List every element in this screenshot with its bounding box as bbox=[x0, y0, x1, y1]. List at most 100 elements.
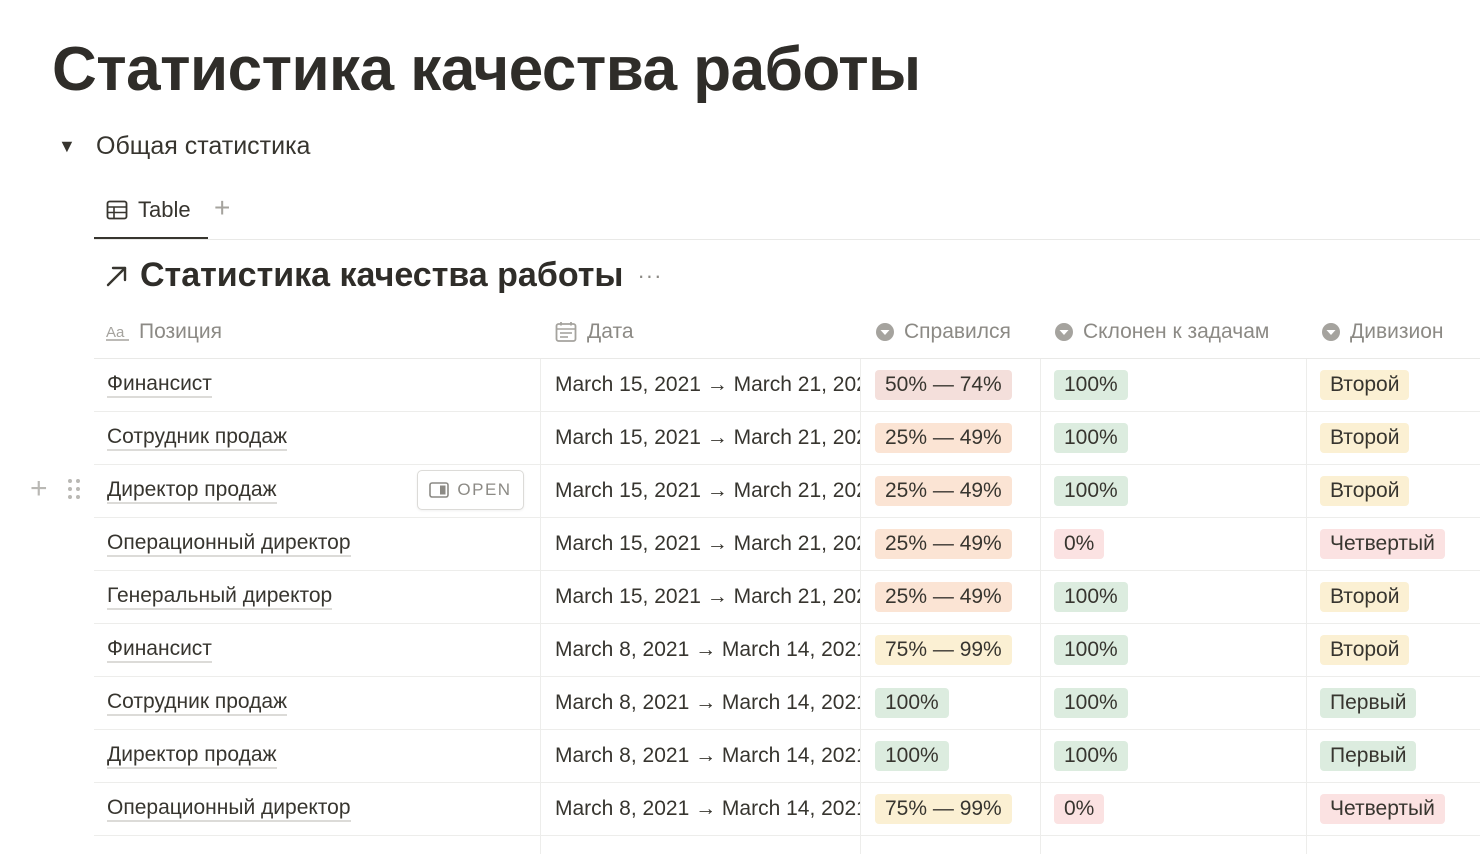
date-cell[interactable]: March 15, 2021 → March 21, 2021 bbox=[541, 359, 861, 411]
column-header-inclined[interactable]: Склонен к задачам bbox=[1054, 306, 1269, 358]
database-title-row: Статистика качества работы ··· bbox=[104, 256, 662, 295]
coped-tag: 75% — 99% bbox=[875, 635, 1012, 665]
tab-table[interactable]: Table bbox=[94, 182, 208, 239]
coped-cell[interactable]: 100% bbox=[861, 677, 1041, 729]
date-cell[interactable]: March 8, 2021 → March 14, 2021 bbox=[541, 624, 861, 676]
date-cell[interactable]: March 15, 2021 → March 21, 2021 bbox=[541, 518, 861, 570]
position-title[interactable]: Финансист bbox=[107, 372, 212, 398]
coped-cell[interactable] bbox=[861, 836, 1041, 854]
position-title[interactable]: Директор продаж bbox=[107, 743, 277, 769]
open-page-button[interactable]: OPEN bbox=[417, 470, 524, 510]
coped-cell[interactable]: 25% — 49% bbox=[861, 571, 1041, 623]
date-cell[interactable]: March 8, 2021 → March 14, 2021 bbox=[541, 783, 861, 835]
open-button-label: OPEN bbox=[457, 480, 512, 499]
position-cell[interactable] bbox=[94, 836, 541, 854]
toggle-triangle-icon[interactable]: ▼ bbox=[58, 136, 76, 156]
table-body: Финансист March 15, 2021 → March 21, 202… bbox=[94, 359, 1480, 854]
coped-cell[interactable]: 25% — 49% bbox=[861, 412, 1041, 464]
position-title[interactable]: Финансист bbox=[107, 637, 212, 663]
column-header-position[interactable]: Aa Позиция bbox=[106, 306, 222, 358]
table-row[interactable]: Операционный директор March 15, 2021 → M… bbox=[94, 518, 1480, 571]
more-options-icon[interactable]: ··· bbox=[637, 262, 663, 288]
add-view-plus-icon[interactable]: + bbox=[214, 192, 231, 223]
position-cell[interactable]: Директор продаж bbox=[94, 730, 541, 782]
add-row-plus-icon[interactable]: + bbox=[30, 472, 48, 505]
linked-database-arrow-icon[interactable] bbox=[104, 263, 130, 289]
position-title[interactable]: Генеральный директор bbox=[107, 584, 333, 610]
position-cell[interactable]: Директор продаж OPEN bbox=[94, 465, 541, 517]
position-title[interactable]: Директор продаж bbox=[107, 478, 277, 504]
inclined-cell[interactable]: 100% bbox=[1041, 730, 1307, 782]
position-cell[interactable]: Сотрудник продаж bbox=[94, 677, 541, 729]
coped-tag: 50% — 74% bbox=[875, 370, 1012, 400]
position-cell[interactable]: Генеральный директор bbox=[94, 571, 541, 623]
division-cell[interactable]: Четвертый bbox=[1307, 783, 1480, 835]
division-cell[interactable]: Второй bbox=[1307, 412, 1480, 464]
division-cell[interactable]: Первый bbox=[1307, 677, 1480, 729]
table-row[interactable]: Директор продаж March 8, 2021 → March 14… bbox=[94, 730, 1480, 783]
inclined-tag: 100% bbox=[1054, 370, 1128, 400]
position-cell[interactable]: Операционный директор bbox=[94, 783, 541, 835]
division-cell[interactable]: Второй bbox=[1307, 624, 1480, 676]
column-header-division-label: Дивизион bbox=[1350, 320, 1444, 343]
date-cell[interactable]: March 15, 2021 → March 21, 2021 bbox=[541, 412, 861, 464]
division-tag: Второй bbox=[1320, 635, 1410, 665]
table-row-partial[interactable] bbox=[94, 836, 1480, 854]
inclined-cell[interactable]: 100% bbox=[1041, 571, 1307, 623]
inclined-cell[interactable] bbox=[1041, 836, 1307, 854]
table-row[interactable]: Финансист March 8, 2021 → March 14, 2021… bbox=[94, 624, 1480, 677]
position-title[interactable]: Операционный директор bbox=[107, 531, 351, 557]
division-cell[interactable]: Второй bbox=[1307, 571, 1480, 623]
drag-handle-icon[interactable] bbox=[66, 477, 82, 501]
date-cell[interactable]: March 8, 2021 → March 14, 2021 bbox=[541, 730, 861, 782]
division-cell[interactable]: Первый bbox=[1307, 730, 1480, 782]
position-cell[interactable]: Финансист bbox=[94, 359, 541, 411]
coped-tag: 25% — 49% bbox=[875, 423, 1012, 453]
coped-cell[interactable]: 50% — 74% bbox=[861, 359, 1041, 411]
text-property-icon: Aa bbox=[106, 323, 130, 341]
division-tag: Первый bbox=[1320, 688, 1417, 718]
inclined-cell[interactable]: 100% bbox=[1041, 677, 1307, 729]
table-row[interactable]: Генеральный директор March 15, 2021 → Ma… bbox=[94, 571, 1480, 624]
inclined-cell[interactable]: 0% bbox=[1041, 783, 1307, 835]
side-peek-icon bbox=[429, 482, 450, 498]
coped-cell[interactable]: 25% — 49% bbox=[861, 465, 1041, 517]
inclined-cell[interactable]: 100% bbox=[1041, 624, 1307, 676]
division-cell[interactable]: Второй bbox=[1307, 359, 1480, 411]
position-cell[interactable]: Операционный директор bbox=[94, 518, 541, 570]
division-cell[interactable] bbox=[1307, 836, 1480, 854]
inclined-cell[interactable]: 100% bbox=[1041, 359, 1307, 411]
inclined-cell[interactable]: 100% bbox=[1041, 412, 1307, 464]
inclined-cell[interactable]: 100% bbox=[1041, 465, 1307, 517]
division-tag: Второй bbox=[1320, 370, 1410, 400]
position-cell[interactable]: Сотрудник продаж bbox=[94, 412, 541, 464]
date-cell[interactable] bbox=[541, 836, 861, 854]
division-cell[interactable]: Второй bbox=[1307, 465, 1480, 517]
column-header-date[interactable]: Дата bbox=[554, 306, 634, 358]
position-cell[interactable]: Финансист bbox=[94, 624, 541, 676]
date-cell[interactable]: March 8, 2021 → March 14, 2021 bbox=[541, 677, 861, 729]
coped-cell[interactable]: 100% bbox=[861, 730, 1041, 782]
date-cell[interactable]: March 15, 2021 → March 21, 2021 bbox=[541, 465, 861, 517]
division-cell[interactable]: Четвертый bbox=[1307, 518, 1480, 570]
column-header-inclined-label: Склонен к задачам bbox=[1083, 320, 1270, 343]
position-title[interactable]: Сотрудник продаж bbox=[107, 425, 288, 451]
table-row[interactable]: Операционный директор March 8, 2021 → Ma… bbox=[94, 783, 1480, 836]
coped-cell[interactable]: 75% — 99% bbox=[861, 624, 1041, 676]
coped-cell[interactable]: 75% — 99% bbox=[861, 783, 1041, 835]
position-title[interactable]: Операционный директор bbox=[107, 796, 351, 822]
toggle-label: Общая статистика bbox=[96, 132, 311, 160]
table-row[interactable]: Финансист March 15, 2021 → March 21, 202… bbox=[94, 359, 1480, 412]
column-header-coped-label: Справился bbox=[904, 320, 1011, 343]
toggle-general-stats[interactable]: ▼ Общая статистика bbox=[58, 132, 310, 161]
database-title[interactable]: Статистика качества работы bbox=[140, 256, 624, 294]
position-title[interactable]: Сотрудник продаж bbox=[107, 690, 288, 716]
date-cell[interactable]: March 15, 2021 → March 21, 2021 bbox=[541, 571, 861, 623]
column-header-coped[interactable]: Справился bbox=[875, 306, 1011, 358]
column-header-division[interactable]: Дивизион bbox=[1321, 306, 1443, 358]
coped-cell[interactable]: 25% — 49% bbox=[861, 518, 1041, 570]
table-row[interactable]: Сотрудник продаж March 15, 2021 → March … bbox=[94, 412, 1480, 465]
table-row[interactable]: Сотрудник продаж March 8, 2021 → March 1… bbox=[94, 677, 1480, 730]
inclined-cell[interactable]: 0% bbox=[1041, 518, 1307, 570]
table-row[interactable]: Директор продаж OPEN March 15, 2021 → Ma… bbox=[94, 465, 1480, 518]
